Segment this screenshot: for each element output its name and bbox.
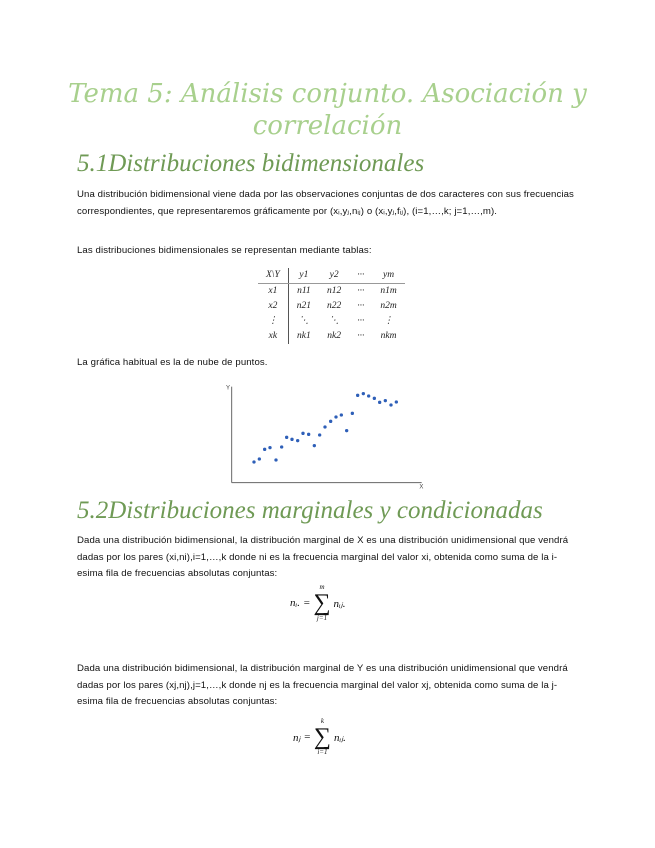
table-cell: ⋮ [258,314,289,329]
table-cell: y2 [318,268,350,284]
formula-equals: = [303,597,311,609]
scatter-point [285,435,289,439]
table-cell: X\Y [258,268,289,284]
section-heading-5-2: 5.2Distribuciones marginales y condicion… [77,497,543,524]
paragraph-marginal-y: Dada una distribución bidimensional, la … [77,663,568,707]
formula-equals: = [303,731,311,743]
scatter-point [263,447,267,451]
scatter-point [383,399,387,403]
scatter-point [329,419,333,423]
table-cell: n1m [380,286,397,296]
table-cell: n2m [380,301,397,311]
y-axis-label: Y [226,385,230,391]
scatter-point [339,413,343,417]
scatter-point [257,457,261,461]
scatter-plot-image: Y X [220,380,430,490]
section-heading-5-1: 5.1Distribuciones bidimensionales [77,150,425,177]
scatter-point [350,411,354,415]
paragraph-tables-intro: Las distribuciones bidimensionales se re… [77,245,372,256]
scatter-point [361,392,365,396]
formula-marginal-x: nᵢ. = m ∑ j=1 nᵢⱼ. [290,584,345,622]
table-cell: ··· [349,268,373,284]
table-cell: nkm [380,331,397,341]
scatter-point [268,446,272,450]
table-cell: nk2 [327,331,341,341]
sum-lower-limit: i=1 [317,748,328,756]
table-cell: ym [372,268,405,284]
table-cell: x2 [258,299,289,314]
table-cell: ··· [357,301,365,311]
scatter-point [274,458,278,462]
table-header-row: X\Y y1 y2 ··· ym [258,268,405,284]
scatter-point [301,431,305,435]
formula-marginal-y: nⱼ = k ∑ i=1 nᵢⱼ. [293,718,346,756]
table-cell: nk1 [297,331,311,341]
x-axis-label: X [419,485,423,490]
table-cell: ··· [357,316,365,326]
formula-lhs: nᵢ. [290,597,300,609]
table-row: x1 n11 n12 ··· n1m [258,283,405,299]
table-row: xk nk1 nk2 ··· nkm [258,329,405,344]
table-cell: ⋱ [299,316,309,326]
scatter-point [389,403,393,407]
table-cell: n21 [296,301,311,311]
scatter-point [334,415,338,419]
scatter-point [252,460,256,464]
table-cell: xk [258,329,289,344]
sigma-symbol: ∑ [313,590,331,616]
scatter-point [345,429,349,433]
scatter-point [372,396,376,400]
sum-lower-limit: j=1 [316,614,328,622]
paragraph-marginal-x: Dada una distribución bidimensional, la … [77,535,569,579]
scatter-point [312,444,316,448]
formula-term: nᵢⱼ. [333,597,346,610]
table-cell: ⋱ [329,316,339,326]
scatter-point [290,437,294,441]
paragraph-bidimensional-definition: Una distribución bidimensional viene dad… [77,189,574,217]
summation: k ∑ i=1 [314,718,331,756]
table-cell: n12 [326,286,342,296]
table-cell: ⋮ [383,316,394,326]
scatter-point [378,400,382,404]
scatter-point [296,439,300,443]
scatter-point [318,433,322,437]
table-cell: n11 [297,286,311,296]
scatter-point [356,393,360,397]
table-cell: ··· [357,286,365,296]
formula-lhs: nⱼ [293,731,301,744]
bidimensional-table: X\Y y1 y2 ··· ym x1 n11 n12 ··· n1m x2 n21 n22 ··· n2m… [258,268,405,344]
table-cell: x1 [258,283,289,299]
scatter-point [323,425,327,429]
table-row: x2 n21 n22 ··· n2m [258,299,405,314]
table-cell: y1 [288,268,319,284]
sum-upper-limit: k [320,717,324,725]
table-cell: n22 [326,301,342,311]
formula-term: nᵢⱼ. [333,731,346,744]
sum-upper-limit: m [319,583,325,591]
table-row: ⋮ ⋱ ⋱ ··· ⋮ [258,314,405,329]
document-title: Tema 5: Análisis conjunto. Asociación y … [68,79,587,141]
scatter-point [307,432,311,436]
summation: m ∑ j=1 [313,584,330,622]
scatter-point [394,400,398,404]
sigma-symbol: ∑ [313,724,331,750]
scatter-point [367,394,371,398]
paragraph-scatter-intro: La gráfica habitual es la de nube de pun… [77,357,268,368]
scatter-point [280,445,284,449]
table-cell: ··· [357,331,365,341]
